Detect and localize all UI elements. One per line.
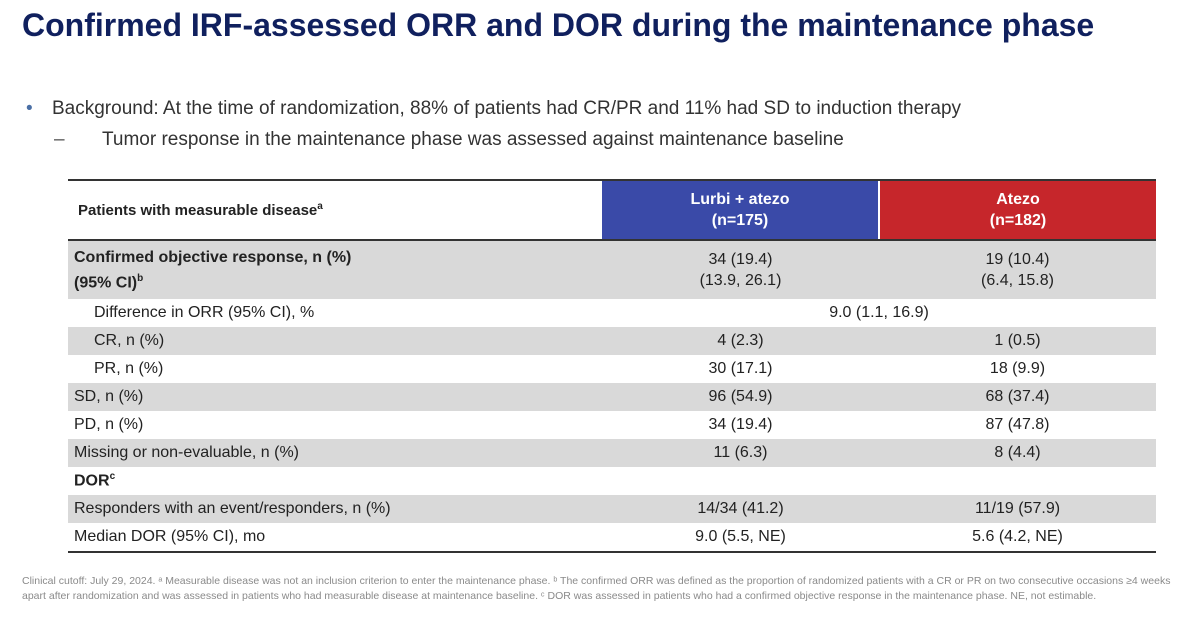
row-arm2: 68 (37.4) [985, 388, 1050, 405]
row-arm2: 87 (47.8) [985, 416, 1050, 433]
bullet-sub: – Tumor response in the maintenance phas… [22, 126, 1192, 154]
header-label: Patients with measurable disease [78, 202, 318, 219]
header-arm2: Atezo (n=182) [878, 179, 1156, 241]
dor-heading: DORc [68, 467, 1156, 495]
row-arm1: 34 (19.4) [708, 416, 773, 433]
orr-label-sup: b [137, 272, 144, 284]
row-arm1: 9.0 (5.5, NE) [602, 523, 879, 553]
table-row: PD, n (%) 34 (19.4) 87 (47.8) [68, 411, 1156, 439]
row-label: PR, n (%) [94, 360, 164, 377]
diff-row: Difference in ORR (95% CI), % 9.0 (1.1, … [68, 299, 1156, 327]
row-arm1: 30 (17.1) [708, 360, 773, 377]
header-arm1: Lurbi + atezo (n=175) [602, 179, 879, 241]
row-arm1: 96 (54.9) [708, 388, 773, 405]
row-arm2: 8 (4.4) [994, 444, 1041, 461]
row-label: CR, n (%) [94, 332, 165, 349]
row-label: Responders with an event/responders, n (… [74, 500, 391, 517]
dor-label-sup: c [109, 471, 116, 483]
table-row: Missing or non-evaluable, n (%) 11 (6.3)… [68, 439, 1156, 467]
row-arm2: 18 (9.9) [989, 360, 1046, 377]
table-row: Responders with an event/responders, n (… [68, 495, 1156, 523]
table-row: PR, n (%) 30 (17.1) 18 (9.9) [68, 355, 1156, 383]
table-row: SD, n (%) 96 (54.9) 68 (37.4) [68, 383, 1156, 411]
bullet-dash-icon: – [54, 129, 65, 150]
bullet-main-text: Background: At the time of randomization… [52, 98, 962, 119]
orr-arm1-line2: (13.9, 26.1) [699, 272, 782, 289]
slide-title: Confirmed IRF-assessed ORR and DOR durin… [22, 7, 1095, 43]
orr-label-line1: Confirmed objective response, n (%) [74, 248, 352, 266]
header-label-sup: a [317, 201, 323, 212]
footnote: Clinical cutoff: July 29, 2024. ᵃ Measur… [22, 575, 1171, 602]
dor-heading-row: DORc [68, 467, 1156, 495]
results-table: Patients with measurable diseasea Lurbi … [68, 179, 1156, 553]
arm1-n: (n=175) [711, 212, 769, 229]
arm1-name: Lurbi + atezo [690, 191, 790, 208]
bullet-dot-icon: • [26, 98, 33, 119]
bullet-main: • Background: At the time of randomizati… [22, 95, 1192, 123]
row-label: PD, n (%) [74, 416, 144, 433]
bullet-list: • Background: At the time of randomizati… [22, 95, 1192, 154]
orr-row: Confirmed objective response, n (%) (95%… [68, 240, 1156, 299]
arm2-n: (n=182) [989, 212, 1047, 229]
diff-label: Difference in ORR (95% CI), % [94, 304, 315, 321]
table-row: Median DOR (95% CI), mo 9.0 (5.5, NE) 5.… [68, 523, 1156, 553]
row-arm2: 5.6 (4.2, NE) [879, 523, 1156, 553]
orr-arm2: 19 (10.4) (6.4, 15.8) [879, 240, 1156, 299]
row-label: Median DOR (95% CI), mo [68, 523, 602, 553]
row-arm1: 11 (6.3) [713, 444, 768, 461]
row-label: Missing or non-evaluable, n (%) [74, 444, 299, 461]
orr-label-line2: (95% CI) [74, 274, 138, 292]
row-arm1: 4 (2.3) [717, 332, 764, 349]
orr-arm2-line2: (6.4, 15.8) [981, 272, 1054, 289]
row-arm1: 14/34 (41.2) [697, 500, 784, 517]
header-label-cell: Patients with measurable diseasea [68, 179, 602, 241]
dor-label: DOR [74, 472, 110, 490]
row-label: SD, n (%) [74, 388, 144, 405]
row-arm2: 11/19 (57.9) [974, 500, 1061, 517]
table-row: CR, n (%) 4 (2.3) 1 (0.5) [68, 327, 1156, 355]
row-arm2: 1 (0.5) [994, 332, 1041, 349]
bullet-sub-text: Tumor response in the maintenance phase … [102, 129, 844, 150]
diff-value: 9.0 (1.1, 16.9) [829, 304, 929, 321]
orr-arm1: 34 (19.4) (13.9, 26.1) [602, 240, 879, 299]
orr-arm2-line1: 19 (10.4) [985, 251, 1050, 268]
orr-arm1-line1: 34 (19.4) [708, 251, 773, 268]
arm2-name: Atezo [996, 191, 1040, 208]
table-header-row: Patients with measurable diseasea Lurbi … [68, 179, 1156, 241]
orr-label: Confirmed objective response, n (%) (95%… [68, 240, 602, 299]
